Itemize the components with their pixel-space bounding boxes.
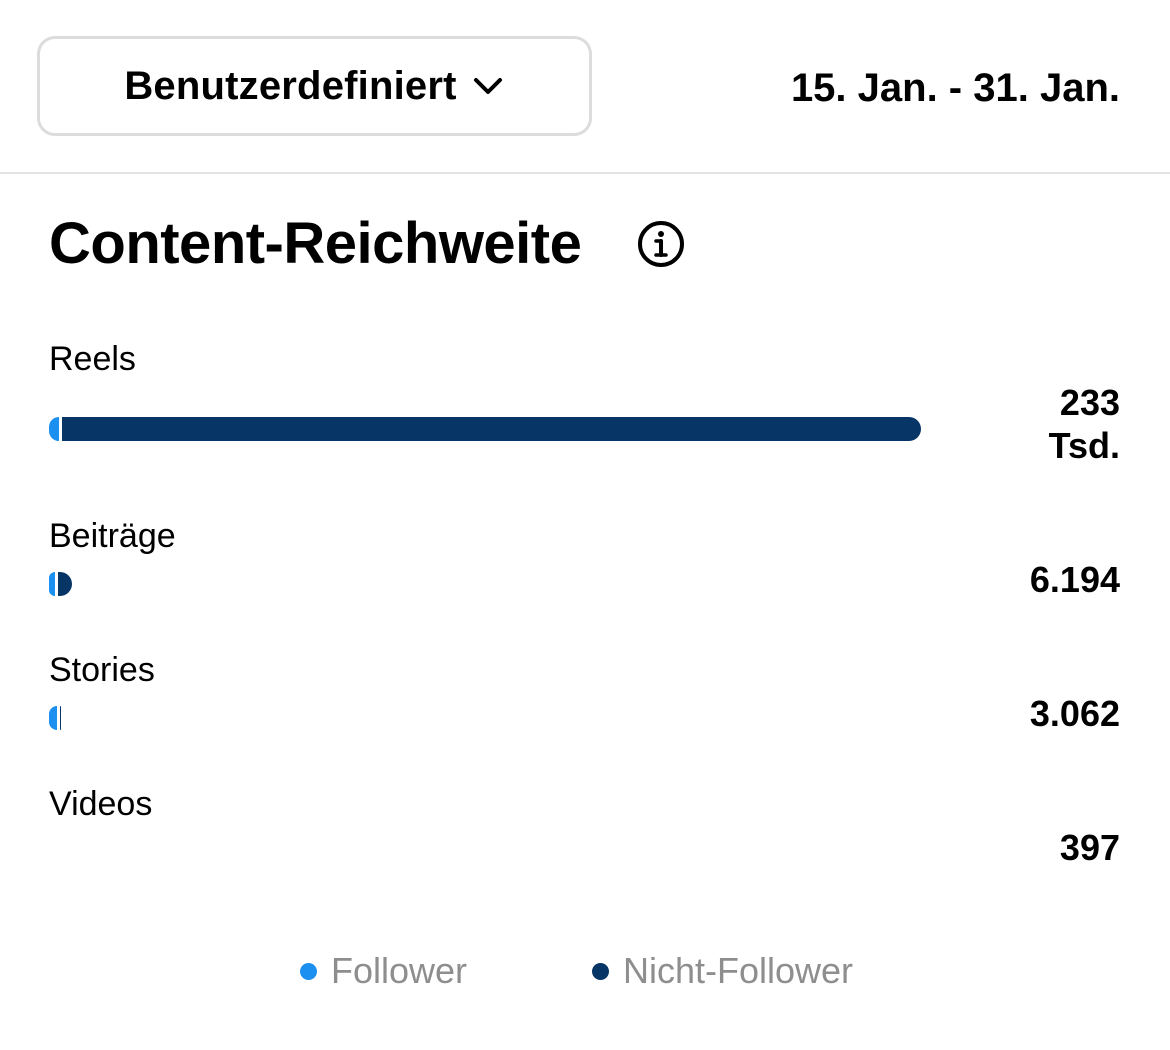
bar-segment-follower <box>49 417 60 441</box>
bar-segment-non-follower <box>57 572 73 596</box>
reach-bar <box>49 417 921 441</box>
row-value-number: 3.062 <box>1029 693 1120 734</box>
reach-bar <box>49 706 921 730</box>
legend-label: Nicht-Follower <box>623 950 854 991</box>
legend: Follower Nicht-Follower <box>0 950 1170 1000</box>
row-value-number: 233 <box>1059 382 1120 423</box>
row-value-number: 397 <box>1059 827 1120 868</box>
row-value: 6.194 <box>1030 558 1120 601</box>
range-dropdown-label: Benutzerdefiniert <box>124 63 457 108</box>
row-value: 233 Tsd. <box>1049 381 1120 467</box>
row-label: Videos <box>49 785 153 823</box>
header: Benutzerdefiniert 15. Jan. - 31. Jan. <box>0 0 1170 174</box>
row-value: 397 <box>1060 826 1120 869</box>
section-title: Content-Reichweite <box>49 211 582 276</box>
info-icon[interactable] <box>636 219 686 269</box>
bar-segment-follower <box>49 572 55 596</box>
row-value-number: 6.194 <box>1029 559 1120 600</box>
row-value-unit: Tsd. <box>1048 425 1120 466</box>
bar-segment-follower <box>49 706 57 730</box>
date-range: 15. Jan. - 31. Jan. <box>790 66 1120 110</box>
reach-bar <box>49 572 921 596</box>
legend-dot-follower <box>300 962 317 980</box>
row-value: 3.062 <box>1030 692 1120 735</box>
legend-dot-non-follower <box>592 962 609 980</box>
legend-item-follower: Follower <box>300 950 467 992</box>
bar-segment-non-follower <box>62 417 921 441</box>
reach-bar <box>49 840 921 864</box>
row-label: Reels <box>49 340 136 378</box>
range-dropdown[interactable]: Benutzerdefiniert <box>37 36 592 136</box>
row-label: Stories <box>49 651 155 689</box>
legend-item-non-follower: Nicht-Follower <box>592 950 853 992</box>
legend-label: Follower <box>331 950 468 991</box>
row-label: Beiträge <box>49 517 176 555</box>
chevron-down-icon <box>473 78 502 94</box>
